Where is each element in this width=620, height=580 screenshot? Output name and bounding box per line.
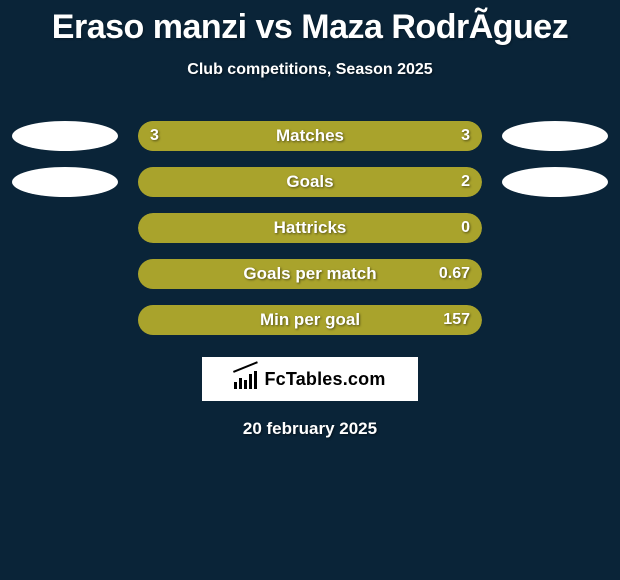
stat-value-left: 3 [150, 127, 159, 145]
stat-bar: Goals per match 0.67 [138, 259, 482, 289]
stat-label: Min per goal [260, 310, 360, 330]
stat-label: Matches [276, 126, 344, 146]
stat-value-right: 157 [443, 311, 470, 329]
player-right-ellipse [502, 121, 608, 151]
left-ellipse-wrap [12, 121, 118, 151]
left-ellipse-wrap [12, 167, 118, 197]
stat-label: Hattricks [274, 218, 347, 238]
right-ellipse-wrap [502, 167, 608, 197]
right-ellipse-wrap [502, 121, 608, 151]
comparison-infographic: Eraso manzi vs Maza RodrÃ­guez Club comp… [0, 0, 620, 439]
stat-row: Goals 2 [0, 167, 620, 197]
logo-text: FcTables.com [264, 369, 385, 390]
stat-value-right: 3 [461, 127, 470, 145]
stat-bar: Goals 2 [138, 167, 482, 197]
stat-row: 3 Matches 3 [0, 121, 620, 151]
stat-bar: Min per goal 157 [138, 305, 482, 335]
stat-value-right: 0 [461, 219, 470, 237]
player-left-ellipse [12, 121, 118, 151]
subtitle: Club competitions, Season 2025 [0, 61, 620, 79]
barchart-icon [234, 369, 258, 389]
page-title: Eraso manzi vs Maza RodrÃ­guez [0, 8, 620, 47]
logo-box: FcTables.com [202, 357, 418, 401]
stat-bar: Hattricks 0 [138, 213, 482, 243]
stat-value-right: 0.67 [439, 265, 470, 283]
date-label: 20 february 2025 [0, 419, 620, 439]
stats-rows: 3 Matches 3 Goals 2 Hattricks 0 Goals per match… [0, 121, 620, 335]
player-left-ellipse [12, 167, 118, 197]
stat-label: Goals [286, 172, 333, 192]
stat-row: Goals per match 0.67 [0, 259, 620, 289]
stat-row: Hattricks 0 [0, 213, 620, 243]
stat-value-right: 2 [461, 173, 470, 191]
stat-row: Min per goal 157 [0, 305, 620, 335]
stat-bar: 3 Matches 3 [138, 121, 482, 151]
player-right-ellipse [502, 167, 608, 197]
stat-label: Goals per match [243, 264, 376, 284]
